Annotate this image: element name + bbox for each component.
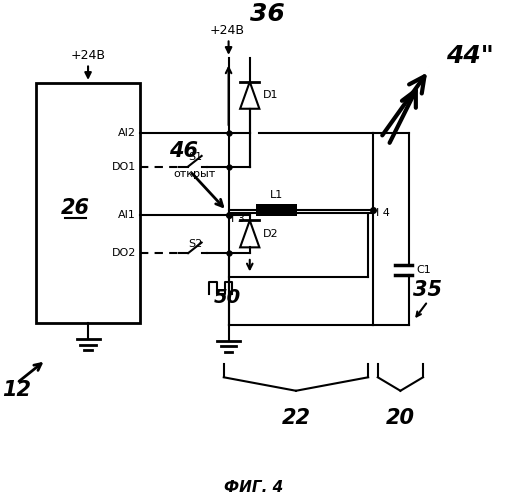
Text: AI1: AI1 xyxy=(118,210,136,220)
Text: I 3: I 3 xyxy=(231,214,244,224)
Text: 12: 12 xyxy=(3,380,31,400)
Text: открыт: открыт xyxy=(174,169,216,179)
Text: 50: 50 xyxy=(214,288,241,307)
Text: S1: S1 xyxy=(188,152,202,162)
Polygon shape xyxy=(240,82,260,109)
Text: AI2: AI2 xyxy=(118,128,136,138)
Text: +24В: +24В xyxy=(71,49,106,62)
Text: 36: 36 xyxy=(250,2,284,26)
Text: DO1: DO1 xyxy=(112,162,136,172)
Bar xyxy=(257,204,297,216)
Text: DO2: DO2 xyxy=(112,248,136,258)
Text: ФИГ. 4: ФИГ. 4 xyxy=(224,480,283,495)
Text: 46: 46 xyxy=(169,141,198,161)
Text: 20: 20 xyxy=(386,408,415,428)
Text: 44": 44" xyxy=(446,43,494,67)
Text: 35: 35 xyxy=(414,280,442,300)
Text: C1: C1 xyxy=(416,265,431,275)
Text: L1: L1 xyxy=(270,190,283,200)
Text: 22: 22 xyxy=(281,408,310,428)
Bar xyxy=(36,83,140,323)
Text: +24В: +24В xyxy=(209,24,244,37)
Text: D1: D1 xyxy=(263,90,279,100)
Text: S2: S2 xyxy=(188,239,202,249)
Text: D2: D2 xyxy=(263,229,279,239)
Text: 26: 26 xyxy=(61,198,90,218)
Polygon shape xyxy=(240,221,260,248)
Text: I 4: I 4 xyxy=(376,208,390,218)
